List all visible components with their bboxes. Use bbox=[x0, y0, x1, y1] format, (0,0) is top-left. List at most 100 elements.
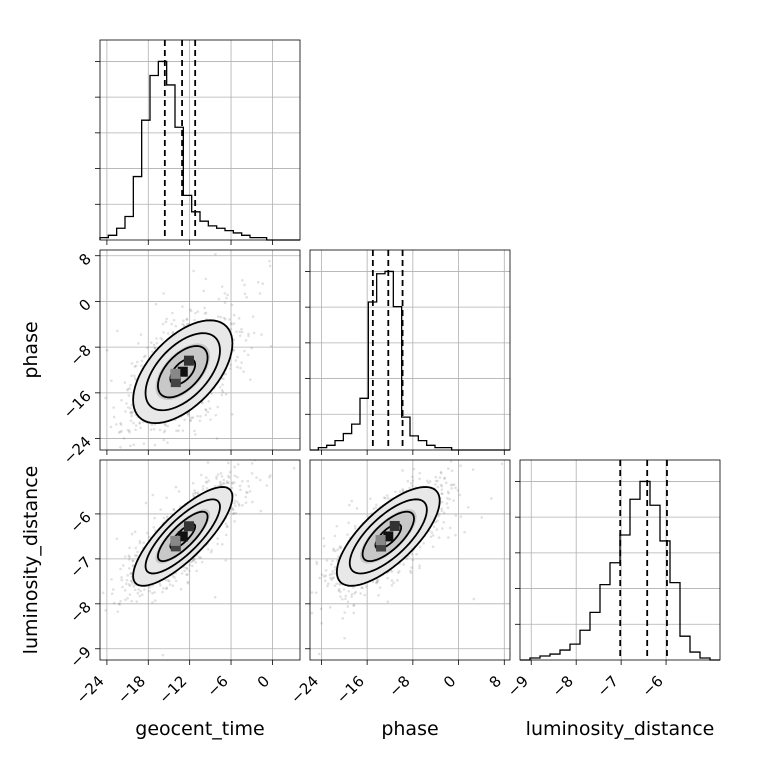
sample-point bbox=[118, 603, 121, 606]
sample-point bbox=[492, 443, 495, 446]
sample-point bbox=[228, 318, 231, 321]
sample-point bbox=[224, 559, 228, 562]
sample-point bbox=[101, 591, 105, 595]
density-peak-cell bbox=[170, 368, 181, 379]
sample-point bbox=[258, 478, 262, 482]
sample-point bbox=[136, 591, 140, 595]
sample-point bbox=[226, 474, 230, 478]
sample-point bbox=[333, 534, 337, 538]
sample-point bbox=[268, 264, 272, 268]
sample-point bbox=[162, 587, 165, 590]
sample-point bbox=[350, 593, 354, 596]
sample-point bbox=[406, 479, 410, 483]
sample-point bbox=[236, 500, 239, 504]
sample-point bbox=[173, 576, 176, 579]
sample-point bbox=[185, 566, 188, 570]
sample-point bbox=[128, 567, 131, 570]
sample-point bbox=[219, 480, 222, 484]
y-tick-label: −9 bbox=[66, 643, 94, 671]
sample-point bbox=[152, 428, 156, 431]
sample-point bbox=[310, 591, 314, 594]
sample-point bbox=[174, 324, 178, 328]
sample-point bbox=[237, 502, 241, 506]
sample-point bbox=[215, 475, 218, 479]
sample-point bbox=[237, 317, 241, 320]
sample-point bbox=[443, 476, 447, 480]
sample-point bbox=[214, 252, 217, 256]
sample-point bbox=[310, 611, 314, 615]
sample-point bbox=[440, 492, 444, 496]
sample-point bbox=[190, 564, 194, 568]
sample-point bbox=[352, 603, 356, 607]
sample-point bbox=[365, 585, 368, 588]
sample-point bbox=[235, 330, 238, 334]
sample-point bbox=[240, 361, 243, 364]
sample-point bbox=[234, 438, 237, 441]
sample-point bbox=[348, 503, 351, 507]
sample-point bbox=[148, 585, 152, 589]
sample-point bbox=[115, 423, 118, 426]
sample-point bbox=[129, 444, 132, 448]
sample-point bbox=[115, 687, 118, 690]
sample-point bbox=[250, 346, 253, 350]
sample-point bbox=[454, 514, 458, 517]
sample-point bbox=[459, 515, 463, 518]
sample-point bbox=[446, 497, 449, 500]
sample-point bbox=[247, 332, 250, 336]
sample-point bbox=[233, 474, 237, 478]
sample-point bbox=[170, 479, 173, 482]
sample-point bbox=[153, 591, 156, 594]
sample-point bbox=[189, 418, 193, 422]
sample-point bbox=[129, 579, 133, 583]
sample-point bbox=[126, 388, 129, 392]
sample-point bbox=[233, 481, 236, 484]
sample-point bbox=[323, 579, 327, 583]
sample-point bbox=[268, 475, 271, 479]
sample-point bbox=[472, 597, 476, 601]
sample-point bbox=[457, 455, 460, 458]
sample-point bbox=[471, 468, 475, 471]
sample-point bbox=[238, 334, 242, 337]
sample-point bbox=[258, 292, 262, 295]
sample-point bbox=[129, 407, 132, 410]
sample-point bbox=[123, 381, 127, 384]
sample-point bbox=[425, 479, 429, 483]
sample-point bbox=[223, 317, 227, 321]
sample-point bbox=[458, 493, 462, 497]
sample-point bbox=[382, 496, 386, 500]
sample-point bbox=[239, 488, 242, 492]
sample-point bbox=[120, 578, 124, 582]
sample-point bbox=[427, 481, 430, 485]
sample-point bbox=[241, 479, 244, 483]
sample-point bbox=[369, 497, 372, 501]
sample-point bbox=[205, 481, 209, 484]
sample-point bbox=[219, 315, 223, 319]
sample-point bbox=[242, 370, 245, 373]
sample-point bbox=[449, 460, 453, 463]
sample-point bbox=[165, 515, 169, 518]
sample-point bbox=[203, 306, 206, 310]
sample-point bbox=[171, 574, 175, 578]
sample-point bbox=[132, 585, 136, 588]
sample-point bbox=[159, 508, 162, 511]
sample-point bbox=[439, 471, 443, 475]
sample-point bbox=[224, 522, 228, 526]
histogram-luminosity_distance: −9 −8 −7 −6 bbox=[504, 459, 721, 700]
sample-point bbox=[165, 317, 168, 321]
sample-point bbox=[148, 535, 151, 539]
sample-point bbox=[201, 488, 205, 491]
sample-point bbox=[205, 476, 208, 479]
sample-point bbox=[174, 579, 178, 583]
sample-point bbox=[353, 524, 357, 528]
sample-point bbox=[198, 419, 202, 423]
sample-point bbox=[142, 442, 146, 445]
sample-point bbox=[339, 595, 342, 598]
density-contour-3 bbox=[157, 345, 209, 399]
sample-point bbox=[435, 528, 439, 531]
sample-point bbox=[439, 470, 443, 474]
sample-point bbox=[451, 483, 454, 487]
sample-point bbox=[189, 309, 193, 313]
sample-point bbox=[193, 318, 196, 322]
sample-point bbox=[372, 507, 376, 510]
sample-point bbox=[204, 408, 207, 411]
